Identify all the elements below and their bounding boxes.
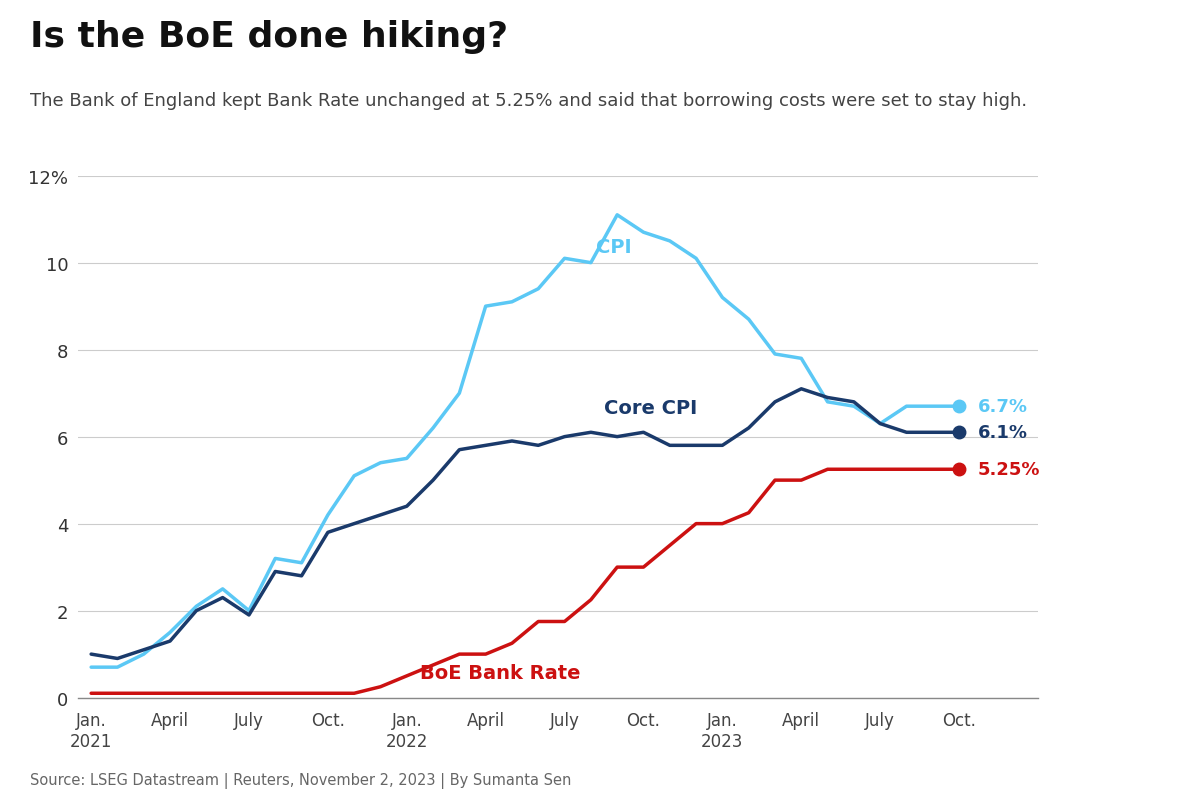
Text: Is the BoE done hiking?: Is the BoE done hiking? [30, 20, 508, 54]
Text: 6.1%: 6.1% [978, 423, 1027, 442]
Text: 6.7%: 6.7% [978, 398, 1027, 415]
Text: The Bank of England kept Bank Rate unchanged at 5.25% and said that borrowing co: The Bank of England kept Bank Rate uncha… [30, 92, 1027, 110]
Text: Source: LSEG Datastream | Reuters, November 2, 2023 | By Sumanta Sen: Source: LSEG Datastream | Reuters, Novem… [30, 772, 571, 788]
Text: Core CPI: Core CPI [604, 399, 697, 418]
Text: CPI: CPI [596, 238, 631, 257]
Text: 5.25%: 5.25% [978, 460, 1040, 479]
Text: BoE Bank Rate: BoE Bank Rate [420, 663, 581, 683]
